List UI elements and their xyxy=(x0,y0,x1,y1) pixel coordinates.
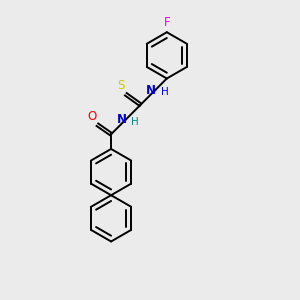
Text: H: H xyxy=(160,87,168,97)
Text: N: N xyxy=(117,113,127,126)
Text: S: S xyxy=(117,79,125,92)
Text: H: H xyxy=(131,117,139,127)
Text: N: N xyxy=(146,84,156,97)
Text: O: O xyxy=(87,110,96,123)
Text: F: F xyxy=(164,16,170,29)
